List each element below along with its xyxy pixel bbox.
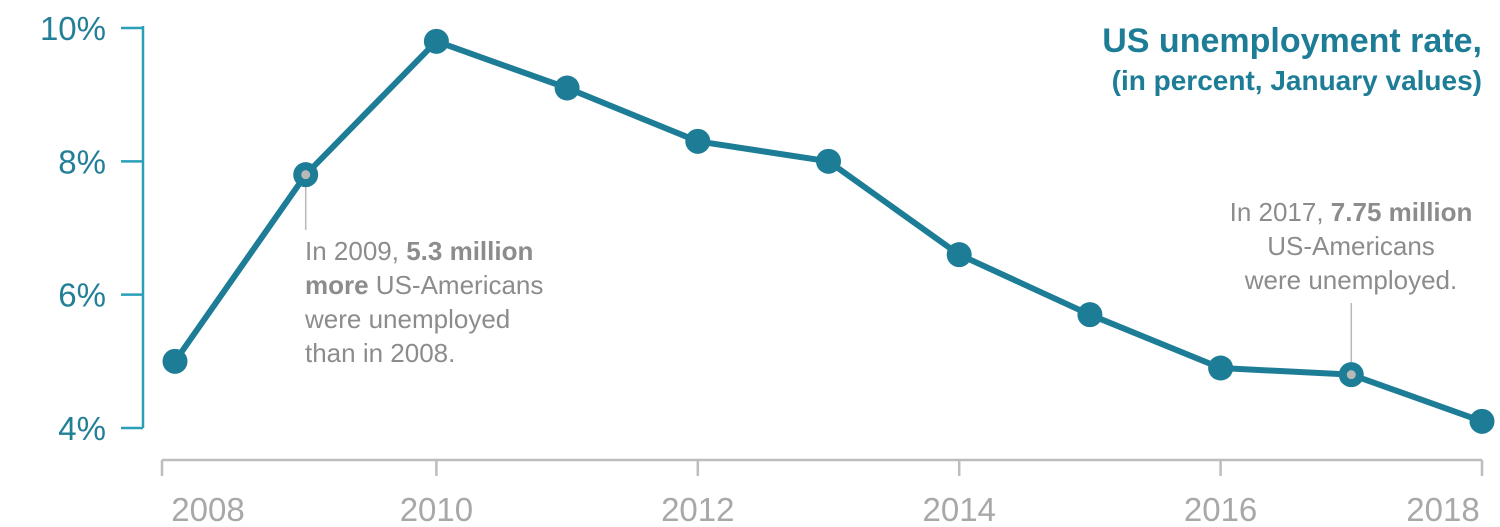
- annotation-text-segment: US-Americans: [369, 270, 544, 300]
- chart-title: US unemployment rate,: [1102, 22, 1482, 60]
- annotation-text: In 2017, 7.75 million US-Americans were un…: [1230, 197, 1473, 295]
- series-unemployment: [162, 28, 1495, 434]
- x-tick-label: 2016: [1184, 491, 1257, 527]
- annotation-text-segment: than in 2008.: [305, 338, 455, 368]
- x-tick-label: 2012: [661, 491, 734, 527]
- data-point-2015: [1077, 302, 1103, 328]
- y-axis: 4% 6% 8% 10%: [40, 10, 145, 447]
- x-tick-label: 2018: [1406, 491, 1479, 527]
- data-point-2013: [816, 148, 841, 174]
- annotation-text-segment: 7.75 million: [1331, 197, 1473, 227]
- annotation-text-segment: were unemployed: [304, 304, 510, 334]
- annotations: In 2009, 5.3 million more US-Americans wer…: [304, 197, 1472, 368]
- data-point-2010: [423, 28, 449, 54]
- x-axis: 2008 2010 2012 2014 2016 2018: [160, 458, 1484, 527]
- annotation-marker-dot: [301, 170, 311, 180]
- data-point-2014: [946, 242, 972, 268]
- annotation-text-segment: were unemployed.: [1244, 265, 1457, 295]
- annotation-text-segment: more: [305, 270, 369, 300]
- annotation-text-segment: In 2017,: [1230, 197, 1331, 227]
- y-tick-label: 10%: [40, 10, 106, 47]
- x-tick-label: 2014: [922, 491, 995, 527]
- x-tick-label: 2008: [171, 491, 244, 527]
- annotation-text-segment: In 2009,: [305, 236, 406, 266]
- y-tick-label: 4%: [58, 410, 106, 447]
- data-point-2012: [685, 128, 711, 154]
- y-tick-label: 6%: [58, 277, 106, 314]
- y-tick-label: 8%: [58, 143, 106, 180]
- annotation-text-segment: 5.3 million: [406, 236, 533, 266]
- data-point-2008: [162, 348, 188, 374]
- data-point-2011: [554, 75, 580, 101]
- chart-subtitle: (in percent, January values): [1112, 65, 1482, 96]
- x-tick-label: 2010: [400, 491, 473, 527]
- data-point-2018: [1469, 408, 1495, 434]
- annotation-text: In 2009, 5.3 million more US-Americans wer…: [304, 236, 543, 368]
- annotation-text-segment: US-Americans: [1267, 231, 1435, 261]
- data-point-2016: [1208, 355, 1234, 381]
- annotation-marker-dot: [1346, 370, 1356, 380]
